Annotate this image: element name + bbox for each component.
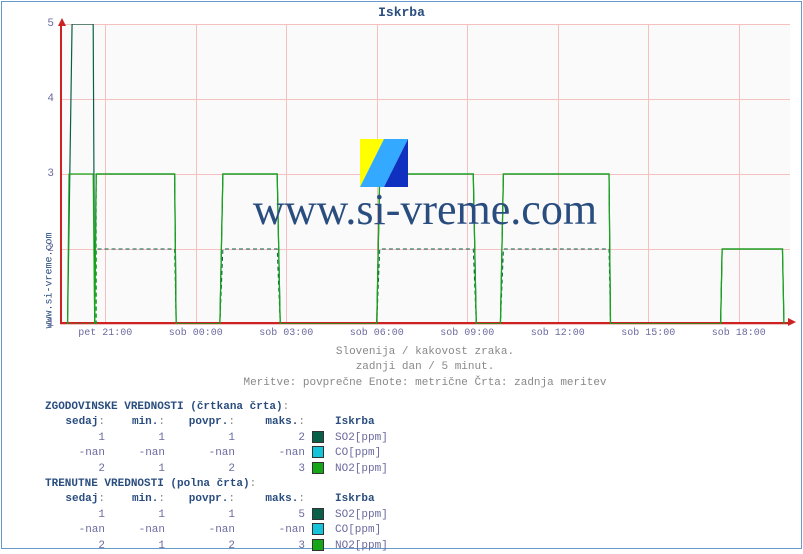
legend-col-head: sedaj: bbox=[45, 415, 105, 430]
legend-val-povpr: 1 bbox=[165, 431, 235, 446]
watermark-logo bbox=[360, 139, 408, 187]
subtitle-3: Meritve: povprečne Enote: metrične Črta:… bbox=[60, 376, 790, 391]
legend-swatch bbox=[312, 431, 324, 443]
x-tick-label: sob 15:00 bbox=[621, 328, 675, 339]
legend-series-head: Iskrba bbox=[335, 492, 455, 507]
legend-col-head: maks.: bbox=[235, 415, 305, 430]
legend-series-name: CO[ppm] bbox=[335, 446, 455, 461]
subtitle-2: zadnji dan / 5 minut. bbox=[60, 360, 790, 375]
legend-swatch bbox=[312, 508, 324, 520]
y-tick-label: 4 bbox=[47, 93, 54, 105]
x-tick-label: sob 12:00 bbox=[531, 328, 585, 339]
legend-row: -nan-nan-nan-nanCO[ppm] bbox=[45, 523, 455, 538]
legend-val-sedaj: -nan bbox=[45, 523, 105, 538]
x-tick-label: sob 06:00 bbox=[350, 328, 404, 339]
legend-row: -nan-nan-nan-nanCO[ppm] bbox=[45, 446, 455, 461]
legend-val-sedaj: -nan bbox=[45, 446, 105, 461]
legend-row: 2123NO2[ppm] bbox=[45, 539, 455, 554]
historical-heading: ZGODOVINSKE VREDNOSTI (črtkana črta): bbox=[45, 400, 455, 415]
subtitle-block: Slovenija / kakovost zraka. zadnji dan /… bbox=[60, 345, 790, 391]
legend-val-maks: -nan bbox=[235, 446, 305, 461]
x-tick-label: sob 03:00 bbox=[259, 328, 313, 339]
legend-series-name: SO2[ppm] bbox=[335, 508, 455, 523]
current-column-headers: sedaj:min.:povpr.:maks.: Iskrba bbox=[45, 492, 455, 507]
y-tick-label: 3 bbox=[47, 168, 54, 180]
y-tick-label: 5 bbox=[47, 18, 54, 30]
legend-val-maks: 3 bbox=[235, 539, 305, 554]
legend-col-head: povpr.: bbox=[165, 492, 235, 507]
legend-val-povpr: 2 bbox=[165, 462, 235, 477]
legend-swatch bbox=[312, 446, 324, 458]
plot-svg bbox=[60, 24, 790, 324]
legend-val-min: 1 bbox=[105, 462, 165, 477]
legend-val-povpr: -nan bbox=[165, 446, 235, 461]
subtitle-1: Slovenija / kakovost zraka. bbox=[60, 345, 790, 360]
legend-col-head: povpr.: bbox=[165, 415, 235, 430]
legend-block: ZGODOVINSKE VREDNOSTI (črtkana črta): se… bbox=[45, 400, 455, 554]
legend-swatch bbox=[312, 462, 324, 474]
current-heading: TRENUTNE VREDNOSTI (polna črta): bbox=[45, 477, 455, 492]
legend-val-min: 1 bbox=[105, 539, 165, 554]
legend-val-maks: 2 bbox=[235, 431, 305, 446]
legend-col-head: maks.: bbox=[235, 492, 305, 507]
legend-val-maks: 3 bbox=[235, 462, 305, 477]
legend-swatch bbox=[312, 523, 324, 535]
chart-area: www.si-vreme.com 12345pet 21:00sob 00:00… bbox=[60, 24, 790, 324]
legend-val-min: 1 bbox=[105, 508, 165, 523]
legend-val-min: 1 bbox=[105, 431, 165, 446]
legend-val-maks: 5 bbox=[235, 508, 305, 523]
x-tick-label: sob 18:00 bbox=[712, 328, 766, 339]
legend-val-povpr: 2 bbox=[165, 539, 235, 554]
legend-col-head: sedaj: bbox=[45, 492, 105, 507]
x-tick-label: sob 00:00 bbox=[169, 328, 223, 339]
legend-series-name: CO[ppm] bbox=[335, 523, 455, 538]
legend-val-maks: -nan bbox=[235, 523, 305, 538]
legend-row: 2123NO2[ppm] bbox=[45, 462, 455, 477]
legend-swatch bbox=[312, 539, 324, 551]
y-tick-label: 2 bbox=[47, 243, 54, 255]
legend-val-sedaj: 2 bbox=[45, 462, 105, 477]
legend-val-povpr: -nan bbox=[165, 523, 235, 538]
x-tick-label: sob 09:00 bbox=[440, 328, 494, 339]
x-tick-label: pet 21:00 bbox=[78, 328, 132, 339]
legend-col-head: min.: bbox=[105, 492, 165, 507]
legend-val-povpr: 1 bbox=[165, 508, 235, 523]
legend-val-sedaj: 1 bbox=[45, 431, 105, 446]
chart-title: Iskrba bbox=[0, 5, 803, 20]
legend-row: 1115SO2[ppm] bbox=[45, 508, 455, 523]
legend-val-sedaj: 1 bbox=[45, 508, 105, 523]
legend-col-head: min.: bbox=[105, 415, 165, 430]
legend-series-name: NO2[ppm] bbox=[335, 462, 455, 477]
legend-series-name: NO2[ppm] bbox=[335, 539, 455, 554]
legend-series-head: Iskrba bbox=[335, 415, 455, 430]
legend-val-sedaj: 2 bbox=[45, 539, 105, 554]
legend-val-min: -nan bbox=[105, 523, 165, 538]
legend-row: 1112SO2[ppm] bbox=[45, 431, 455, 446]
historical-column-headers: sedaj:min.:povpr.:maks.: Iskrba bbox=[45, 415, 455, 430]
legend-series-name: SO2[ppm] bbox=[335, 431, 455, 446]
legend-val-min: -nan bbox=[105, 446, 165, 461]
y-tick-label: 1 bbox=[47, 318, 54, 330]
grid-h bbox=[60, 324, 790, 325]
